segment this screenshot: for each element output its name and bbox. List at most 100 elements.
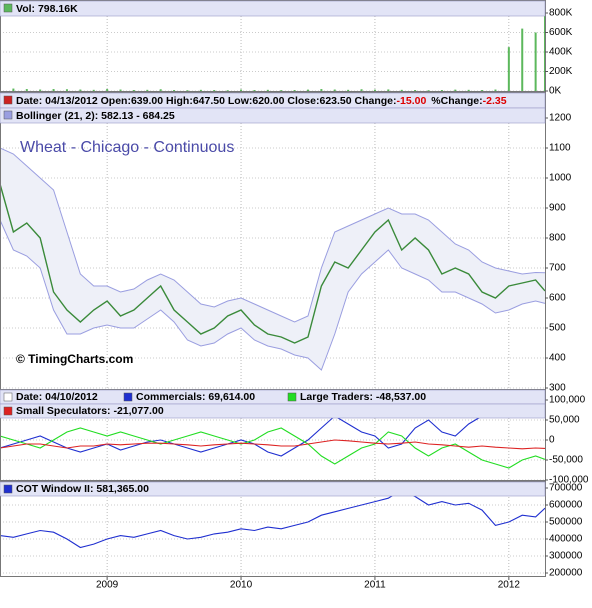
y-tick-label: 900 bbox=[549, 203, 566, 214]
bar bbox=[400, 89, 403, 91]
bar bbox=[92, 89, 95, 91]
bar bbox=[387, 89, 390, 91]
legend-swatch bbox=[3, 3, 13, 13]
y-tick-label: 50,000 bbox=[549, 415, 580, 426]
bar bbox=[373, 89, 376, 91]
headers: Vol: 798.16K Date: 04/13/2012 Open:639.0… bbox=[0, 0, 546, 497]
change: -15.00 bbox=[397, 95, 427, 107]
legend-label: Commercials: 69,614.00 bbox=[136, 391, 255, 403]
bar bbox=[159, 89, 162, 91]
bar bbox=[494, 89, 497, 91]
bar bbox=[146, 89, 149, 91]
bar bbox=[240, 89, 243, 91]
legend-label: Small Speculators: -21,077.00 bbox=[16, 405, 164, 417]
y-tick-label: 600K bbox=[549, 27, 573, 38]
bar bbox=[320, 89, 323, 91]
legend-swatch bbox=[123, 392, 133, 402]
y-tick-label: 800 bbox=[549, 233, 566, 244]
header-row bbox=[0, 403, 546, 419]
panel-frame bbox=[0, 0, 546, 92]
bar bbox=[534, 32, 537, 91]
bands-label: Bollinger (21, 2): 582.13 - 684.25 bbox=[16, 110, 175, 122]
bar bbox=[199, 89, 202, 91]
series-line bbox=[0, 439, 546, 450]
bar bbox=[360, 89, 363, 91]
series-line bbox=[0, 427, 546, 469]
bar bbox=[454, 89, 457, 91]
bar bbox=[467, 89, 470, 91]
bar bbox=[440, 90, 443, 91]
y-tick-label: 700000 bbox=[549, 483, 583, 494]
y-tick-label: 400000 bbox=[549, 534, 583, 545]
bar bbox=[65, 89, 68, 91]
bar bbox=[266, 89, 269, 91]
y-tick-label: -100,000 bbox=[549, 475, 589, 486]
bar bbox=[280, 90, 283, 91]
legend-swatch bbox=[3, 484, 13, 494]
band-line bbox=[0, 219, 546, 371]
chart-title: Wheat - Chicago - Continuous bbox=[20, 139, 234, 156]
y-tick-label: 200000 bbox=[549, 568, 583, 579]
band-area bbox=[0, 148, 545, 370]
bar bbox=[414, 90, 417, 91]
bar bbox=[25, 89, 28, 91]
volume-label: Vol: 798.16K bbox=[16, 3, 78, 15]
bar bbox=[226, 90, 229, 91]
bar bbox=[253, 90, 256, 91]
header-row bbox=[0, 0, 546, 17]
series-line bbox=[0, 403, 546, 457]
bar bbox=[39, 89, 42, 91]
bar bbox=[347, 89, 350, 91]
legend-swatch bbox=[3, 110, 13, 120]
y-tick-label: 500000 bbox=[549, 517, 583, 528]
y-tick-label: 300 bbox=[549, 383, 566, 394]
legend-swatch bbox=[287, 392, 297, 402]
quote-text: Date: 04/13/2012 Open:639.00 High:647.50… bbox=[16, 95, 397, 107]
y-tick-label: 1200 bbox=[549, 113, 572, 124]
y-tick-label: 0K bbox=[549, 86, 562, 97]
bar bbox=[521, 28, 524, 92]
panel-frame bbox=[0, 481, 546, 577]
band-line bbox=[0, 147, 546, 323]
bar bbox=[213, 90, 216, 91]
y-tick-label: 600000 bbox=[549, 500, 583, 511]
y-tick-label: 1100 bbox=[549, 143, 571, 154]
pct: -2.35 bbox=[483, 95, 507, 107]
cot-date: Date: 04/10/2012 bbox=[16, 391, 98, 403]
y-tick-label: 500 bbox=[549, 323, 566, 334]
bar bbox=[132, 90, 135, 91]
bar bbox=[507, 47, 510, 91]
y-tick-label: 200K bbox=[549, 66, 573, 77]
header-row bbox=[0, 481, 546, 497]
series-line bbox=[0, 489, 546, 549]
legend-swatch bbox=[3, 406, 13, 416]
pct-label: %Change: bbox=[431, 95, 482, 107]
legend-label: Large Traders: -48,537.00 bbox=[300, 391, 426, 403]
y-tick-label: 0 bbox=[549, 435, 555, 446]
header-row bbox=[0, 107, 546, 124]
y-tick-label: 700 bbox=[549, 263, 566, 274]
y-tick-label: 100,000 bbox=[549, 395, 586, 406]
legend-label: COT Window II: 581,365.00 bbox=[16, 483, 149, 495]
quote: Date: 04/13/2012 Open:639.00 High:647.50… bbox=[16, 95, 507, 107]
bar bbox=[481, 90, 484, 91]
bar bbox=[186, 90, 189, 91]
x-tick-label: 2010 bbox=[230, 580, 253, 591]
y-tick-label: 300000 bbox=[549, 551, 583, 562]
watermark: © TimingCharts.com bbox=[16, 352, 133, 366]
y-tick-label: 800K bbox=[549, 8, 573, 19]
x-tick-label: 2012 bbox=[498, 580, 521, 591]
bar bbox=[106, 89, 109, 91]
bar bbox=[79, 89, 82, 91]
y-tick-label: 400 bbox=[549, 353, 566, 364]
panel-frame bbox=[0, 92, 546, 390]
x-tick-label: 2009 bbox=[96, 580, 119, 591]
bar bbox=[306, 89, 309, 91]
x-tick-label: 2011 bbox=[364, 580, 386, 591]
bar bbox=[293, 90, 296, 91]
bar bbox=[119, 89, 122, 91]
bar bbox=[333, 89, 336, 91]
y-tick-label: -50,000 bbox=[549, 455, 583, 466]
series-line bbox=[0, 183, 546, 344]
